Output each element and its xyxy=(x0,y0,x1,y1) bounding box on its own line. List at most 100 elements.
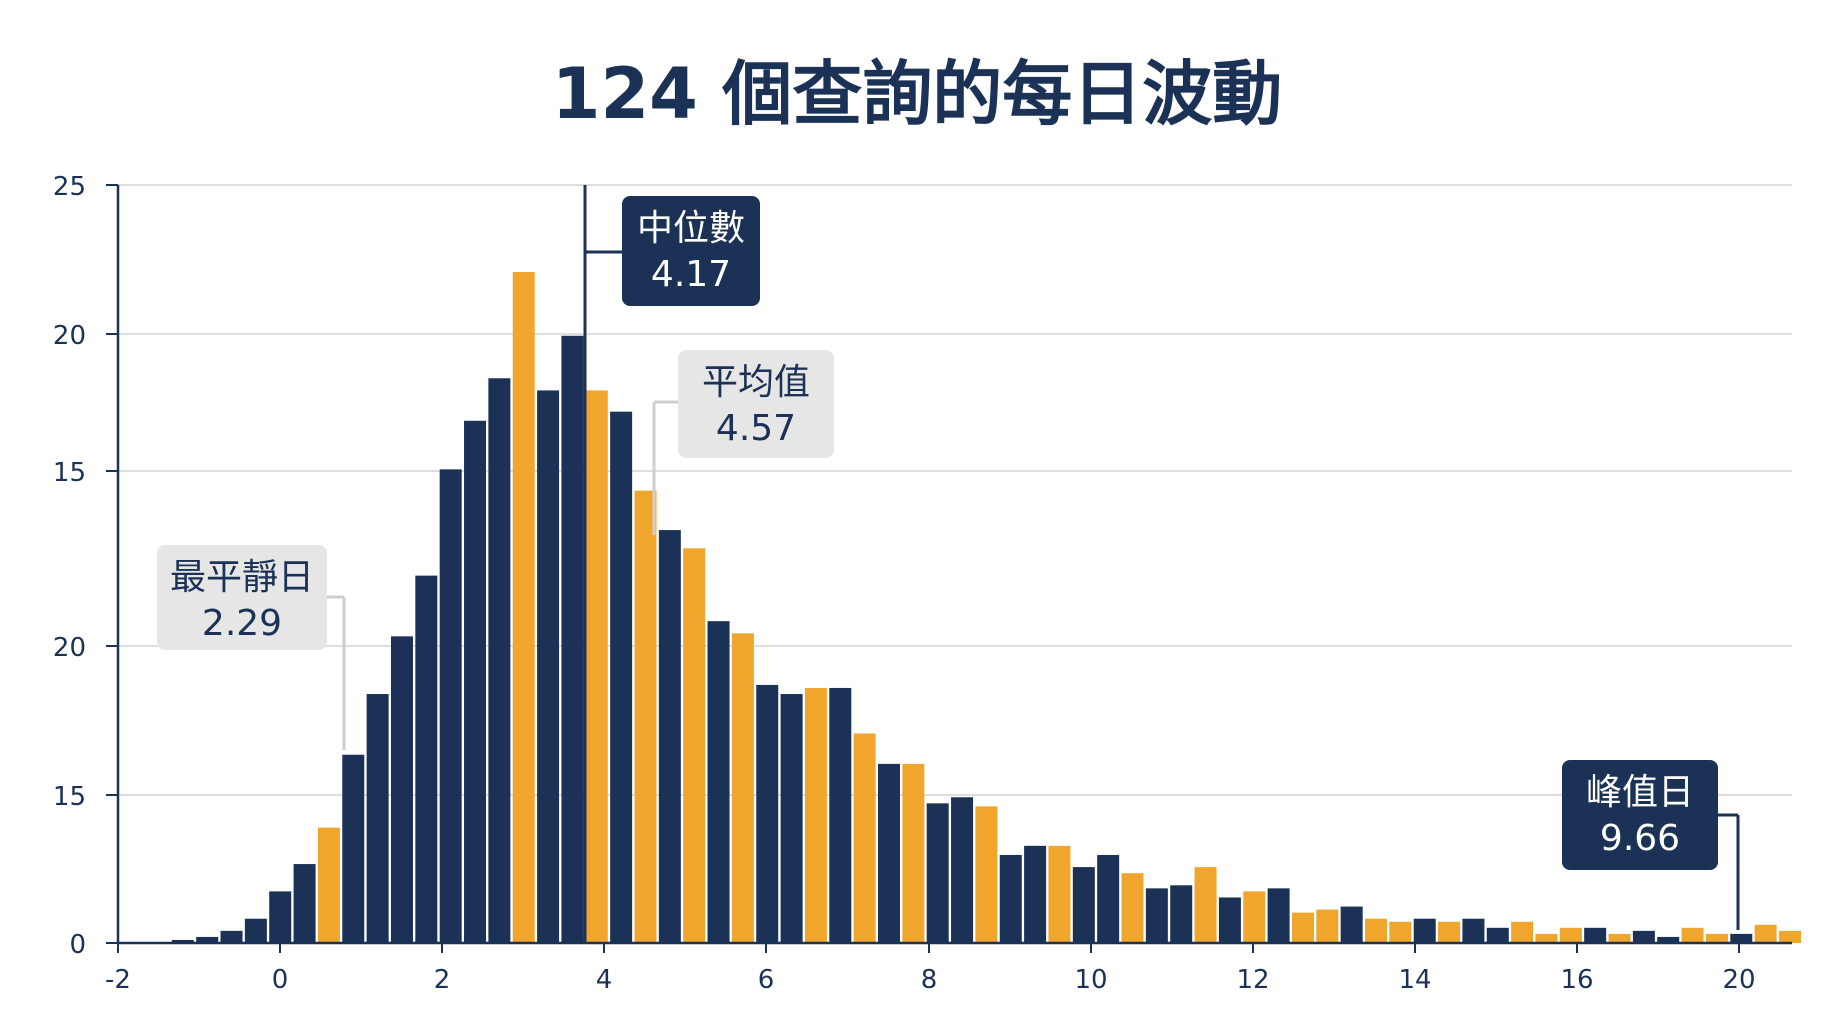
histogram-bar xyxy=(756,684,779,943)
histogram-bar xyxy=(1072,867,1095,943)
x-tick-label: 0 xyxy=(272,965,289,995)
annotations: 中位數 4.17 平均值 4.57 最平靜日 2.29 峰值日 9.66 xyxy=(157,185,1740,943)
annotation-mean-label: 平均值 xyxy=(702,362,810,403)
histogram-bar xyxy=(269,891,292,943)
histogram-bar xyxy=(731,633,754,943)
histogram-bar xyxy=(877,763,900,943)
histogram-bar xyxy=(196,936,219,943)
x-tick-label: 12 xyxy=(1236,965,1269,995)
histogram-bars xyxy=(171,272,1801,944)
histogram-bar xyxy=(561,335,584,943)
histogram-bar xyxy=(537,390,560,944)
histogram-bar xyxy=(171,939,194,943)
histogram-bar xyxy=(1194,867,1217,943)
annotation-mean-value: 4.57 xyxy=(716,408,796,449)
x-tick-label: 10 xyxy=(1074,965,1107,995)
x-tick-label: 20 xyxy=(1722,965,1755,995)
histogram-bar xyxy=(1608,933,1631,943)
histogram-bar xyxy=(1584,927,1607,943)
histogram-bar xyxy=(853,733,876,943)
histogram-bar xyxy=(220,930,243,943)
histogram-bar xyxy=(317,827,340,943)
histogram-bar xyxy=(829,687,852,943)
histogram-bar xyxy=(1632,930,1655,943)
histogram-bar xyxy=(975,806,998,943)
histogram-bar xyxy=(390,636,413,943)
x-tick-label: 14 xyxy=(1398,965,1431,995)
y-axis-tick-labels: 0 15 20 15 20 25 xyxy=(53,172,118,960)
y-tick-label: 15 xyxy=(53,782,86,812)
histogram-bar xyxy=(1340,906,1363,943)
histogram-bar xyxy=(1121,873,1144,943)
histogram-bar xyxy=(707,621,730,943)
histogram-bar xyxy=(1657,936,1680,943)
histogram-bar xyxy=(1705,933,1728,943)
histogram-bar xyxy=(585,390,608,944)
histogram-bar xyxy=(1145,888,1168,943)
histogram-bar xyxy=(999,854,1022,943)
annotation-peak-value: 9.66 xyxy=(1600,818,1680,859)
histogram-bar xyxy=(1048,845,1071,943)
histogram-bar xyxy=(658,530,681,943)
histogram-bar xyxy=(1243,891,1266,943)
histogram-bar xyxy=(439,469,462,943)
axes xyxy=(116,185,1792,945)
histogram-bar xyxy=(1535,933,1558,943)
histogram-bar xyxy=(1778,930,1801,943)
x-axis-tick-labels: -2 0 2 4 6 8 10 12 14 16 20 xyxy=(105,943,1756,995)
histogram-bar xyxy=(293,864,316,943)
x-tick-label: 4 xyxy=(596,965,613,995)
x-tick-label: 2 xyxy=(434,965,451,995)
annotation-peak-box xyxy=(1562,760,1718,870)
histogram-bar xyxy=(415,575,438,943)
histogram-bar xyxy=(780,694,803,943)
chart-title: 124 個查詢的每日波動 xyxy=(552,53,1283,135)
histogram-bar xyxy=(1462,918,1485,943)
annotation-mean-box xyxy=(678,350,834,458)
y-tick-label: 20 xyxy=(53,321,86,351)
y-tick-label: 0 xyxy=(69,930,86,960)
histogram-bar xyxy=(244,918,267,943)
histogram-bar xyxy=(1438,921,1461,943)
annotation-median-value: 4.17 xyxy=(651,254,731,295)
histogram-bar xyxy=(1097,854,1120,943)
annotation-calmest-value: 2.29 xyxy=(202,603,282,644)
histogram-bar xyxy=(342,754,365,943)
annotation-median-box xyxy=(622,196,760,306)
histogram-bar xyxy=(1170,885,1193,943)
x-tick-label: -2 xyxy=(105,965,131,995)
histogram-bar xyxy=(804,687,827,943)
histogram-bar xyxy=(366,694,389,943)
histogram-bar xyxy=(1218,897,1241,943)
histogram-bar xyxy=(1754,924,1777,943)
x-tick-label: 8 xyxy=(921,965,938,995)
y-tick-label: 25 xyxy=(53,172,86,202)
histogram-bar xyxy=(1267,888,1290,943)
histogram-bar xyxy=(512,272,535,943)
x-tick-label: 16 xyxy=(1560,965,1593,995)
histogram-bar xyxy=(1024,845,1047,943)
histogram-bar xyxy=(951,797,974,943)
y-tick-label: 20 xyxy=(53,633,86,663)
y-tick-label: 15 xyxy=(53,458,86,488)
annotation-calmest-box xyxy=(157,545,327,650)
histogram-bar xyxy=(1730,933,1753,943)
annotation-median-label: 中位數 xyxy=(637,208,745,249)
histogram-bar xyxy=(1559,927,1582,943)
x-tick-label: 6 xyxy=(758,965,775,995)
annotation-peak-label: 峰值日 xyxy=(1586,772,1694,813)
histogram-bar xyxy=(1316,909,1339,943)
histogram-bar xyxy=(464,420,487,943)
histogram-bar xyxy=(634,490,657,943)
histogram-bar xyxy=(1681,927,1704,943)
histogram-bar xyxy=(1291,912,1314,943)
histogram-bar xyxy=(1389,921,1412,943)
histogram-bar xyxy=(1511,921,1534,943)
histogram-bar xyxy=(902,763,925,943)
histogram-bar xyxy=(1365,918,1388,943)
histogram-bar xyxy=(610,411,633,943)
histogram-bar xyxy=(488,378,511,943)
histogram-bar xyxy=(1486,927,1509,943)
annotation-calmest-label: 最平靜日 xyxy=(170,557,314,598)
